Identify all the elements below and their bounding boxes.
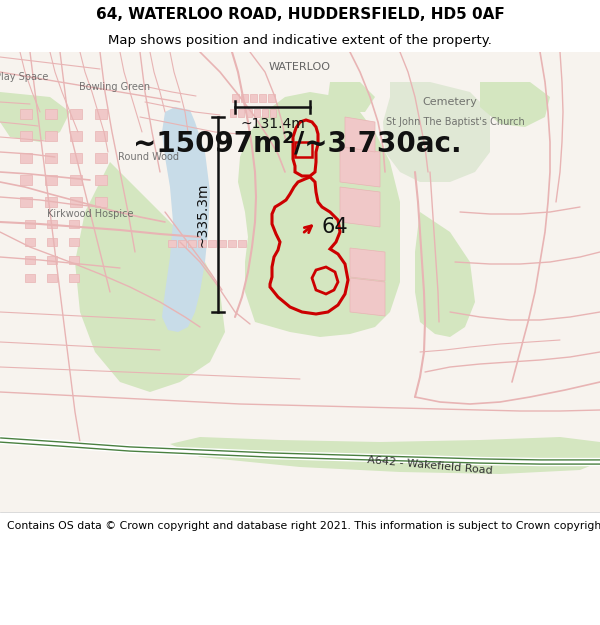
Polygon shape: [75, 162, 225, 392]
Text: 64: 64: [322, 217, 349, 237]
Polygon shape: [270, 109, 276, 117]
Text: ~335.3m: ~335.3m: [196, 182, 210, 248]
Polygon shape: [340, 187, 380, 227]
Polygon shape: [238, 92, 400, 337]
Polygon shape: [198, 240, 206, 247]
Polygon shape: [230, 109, 236, 117]
Text: ~15097m²/~3.730ac.: ~15097m²/~3.730ac.: [133, 130, 461, 158]
Polygon shape: [47, 256, 57, 264]
Polygon shape: [168, 240, 176, 247]
Polygon shape: [47, 220, 57, 228]
Text: WATERLOO: WATERLOO: [269, 62, 331, 72]
Polygon shape: [20, 197, 32, 207]
Polygon shape: [345, 117, 375, 152]
Polygon shape: [25, 238, 35, 246]
Polygon shape: [268, 94, 275, 102]
Polygon shape: [262, 109, 268, 117]
Polygon shape: [20, 153, 32, 163]
Polygon shape: [162, 107, 210, 332]
Polygon shape: [45, 197, 57, 207]
Polygon shape: [45, 175, 57, 185]
Polygon shape: [170, 437, 600, 474]
Polygon shape: [250, 94, 257, 102]
Polygon shape: [246, 109, 252, 117]
Polygon shape: [47, 274, 57, 282]
Polygon shape: [45, 153, 57, 163]
Polygon shape: [20, 131, 32, 141]
Text: Kirkwood Hospice: Kirkwood Hospice: [47, 209, 133, 219]
Polygon shape: [350, 278, 385, 316]
Polygon shape: [69, 220, 79, 228]
Polygon shape: [340, 147, 380, 187]
Polygon shape: [95, 109, 107, 119]
Polygon shape: [95, 175, 107, 185]
Polygon shape: [45, 131, 57, 141]
Polygon shape: [178, 240, 186, 247]
Polygon shape: [188, 240, 196, 247]
Polygon shape: [69, 256, 79, 264]
Text: A642 - Wakefield Road: A642 - Wakefield Road: [367, 454, 493, 476]
Polygon shape: [383, 82, 490, 182]
Polygon shape: [218, 240, 226, 247]
Polygon shape: [95, 131, 107, 141]
Polygon shape: [25, 220, 35, 228]
Text: ~131.4m: ~131.4m: [240, 117, 305, 131]
Polygon shape: [208, 240, 216, 247]
Polygon shape: [95, 197, 107, 207]
Polygon shape: [232, 94, 239, 102]
Polygon shape: [47, 238, 57, 246]
Polygon shape: [69, 238, 79, 246]
Polygon shape: [25, 256, 35, 264]
Polygon shape: [238, 240, 246, 247]
Polygon shape: [350, 248, 385, 281]
Polygon shape: [95, 153, 107, 163]
Polygon shape: [480, 82, 550, 127]
Polygon shape: [69, 274, 79, 282]
Text: St John The Baptist's Church: St John The Baptist's Church: [386, 117, 524, 127]
Text: Round Wood: Round Wood: [118, 152, 179, 162]
Polygon shape: [20, 109, 32, 119]
Polygon shape: [45, 109, 57, 119]
Polygon shape: [70, 197, 82, 207]
Text: 64, WATERLOO ROAD, HUDDERSFIELD, HD5 0AF: 64, WATERLOO ROAD, HUDDERSFIELD, HD5 0AF: [95, 7, 505, 22]
Polygon shape: [415, 212, 475, 337]
Polygon shape: [20, 175, 32, 185]
Text: Bowling Green: Bowling Green: [79, 82, 151, 92]
Text: Contains OS data © Crown copyright and database right 2021. This information is : Contains OS data © Crown copyright and d…: [7, 521, 600, 531]
Polygon shape: [70, 175, 82, 185]
Polygon shape: [228, 240, 236, 247]
Polygon shape: [328, 82, 375, 112]
Polygon shape: [0, 92, 70, 142]
Polygon shape: [70, 153, 82, 163]
Polygon shape: [70, 131, 82, 141]
Polygon shape: [25, 274, 35, 282]
Polygon shape: [254, 109, 260, 117]
Polygon shape: [241, 94, 248, 102]
Polygon shape: [259, 94, 266, 102]
Text: Play Space: Play Space: [0, 72, 49, 82]
Text: Cemetery: Cemetery: [422, 97, 478, 107]
Text: Map shows position and indicative extent of the property.: Map shows position and indicative extent…: [108, 34, 492, 47]
Polygon shape: [238, 109, 244, 117]
Polygon shape: [70, 109, 82, 119]
